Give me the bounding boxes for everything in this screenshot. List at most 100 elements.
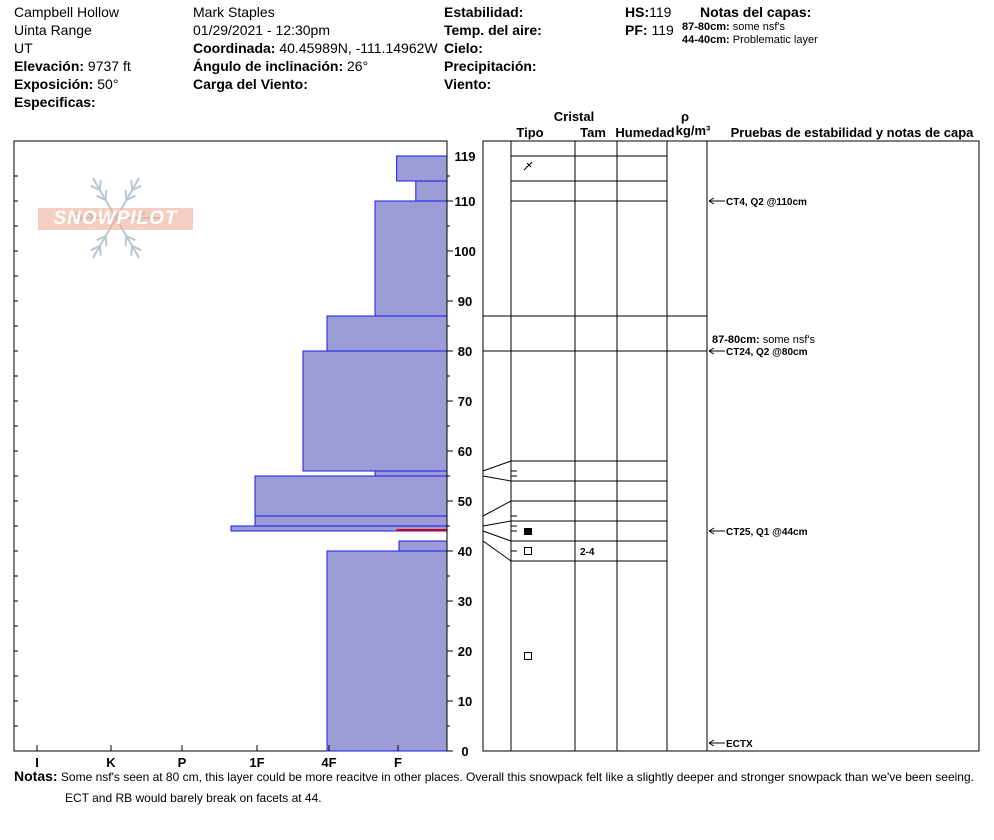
layer-note-range: 87-80cm: xyxy=(682,21,730,33)
logo-text: SNOWPILOT xyxy=(53,208,178,229)
depth-tick-label: 60 xyxy=(458,444,472,459)
snowflake-branch xyxy=(96,194,107,201)
boundary-connector xyxy=(482,500,512,517)
hardness-bar xyxy=(326,550,448,752)
aspect-value: 50° xyxy=(97,76,119,92)
hardness-bar xyxy=(254,475,448,517)
hardness-axis-label: P xyxy=(178,755,187,770)
layer-note-annotation: 87-80cm: some nsf's xyxy=(712,334,815,346)
wind-label: Viento: xyxy=(444,76,492,92)
boundary-connector xyxy=(482,530,512,542)
boundary-connector xyxy=(482,520,512,527)
test-arrow-icon xyxy=(708,347,725,355)
snowflake-branch xyxy=(130,245,134,256)
elevation-label: Elevación: xyxy=(14,58,85,74)
depth-tick-label: 70 xyxy=(458,394,472,409)
size-header: Tam xyxy=(580,125,606,140)
snowflake-branch xyxy=(104,190,108,201)
hardness-axis-label: F xyxy=(394,755,402,770)
stability-test-label: ECTX xyxy=(726,739,753,750)
hardness-bar xyxy=(374,200,448,317)
range-name: Uinta Range xyxy=(14,22,92,38)
moisture-header: Humedad xyxy=(615,125,674,140)
rho-header: ρ xyxy=(681,109,689,124)
boundary-connector xyxy=(482,475,512,482)
hardness-axis-label: 1F xyxy=(249,755,264,770)
snowflake-branch xyxy=(96,235,107,242)
layer-table-frame xyxy=(482,140,980,752)
observer-name: Mark Staples xyxy=(193,4,275,20)
specifics-label: Especificas: xyxy=(14,94,96,110)
tests-header: Pruebas de estabilidad y notas de capa xyxy=(731,125,975,140)
sky-label: Cielo: xyxy=(444,40,483,56)
boundary-connector xyxy=(482,540,512,562)
aspect-label: Exposición: xyxy=(14,76,94,92)
hardness-bar xyxy=(396,155,448,182)
snowflake-branch xyxy=(131,244,142,252)
density-header: kg/m³ xyxy=(676,123,711,138)
hs-label: HS: xyxy=(625,4,650,20)
depth-tick-label: 100 xyxy=(454,244,476,259)
hardness-bar xyxy=(254,515,448,527)
type-header: Tipo xyxy=(516,125,543,140)
pf-label: PF: xyxy=(625,22,648,38)
state-name: UT xyxy=(14,40,33,56)
snowpilot-logo: SNOWPILOT xyxy=(38,208,193,230)
notes-line-1: Some nsf's seen at 80 cm, this layer cou… xyxy=(60,770,974,784)
snowflake-branch xyxy=(90,184,101,192)
hardness-bar xyxy=(326,315,448,352)
elevation-value: 9737 ft xyxy=(87,58,131,74)
layer-notes-block: Notas del capas: 87-80cm: some nsf's 44-… xyxy=(682,3,818,47)
snowflake-branch xyxy=(98,180,102,191)
depth-tick-label: 119 xyxy=(455,149,476,164)
header-left: Campbell Hollow Uinta Range UT Elevación… xyxy=(14,3,131,111)
wind-load-label: Carga del Viento: xyxy=(193,76,308,92)
snowflake-branch xyxy=(130,180,134,191)
location-name: Campbell Hollow xyxy=(14,4,120,20)
depth-tick-label: 110 xyxy=(455,194,476,209)
slope-label: Ángulo de inclinación: xyxy=(193,58,344,74)
stability-test-label: CT4, Q2 @110cm xyxy=(726,197,807,208)
depth-tick-label: 90 xyxy=(458,294,472,309)
layer-note-text: Problematic layer xyxy=(732,34,818,46)
layer-notes-title: Notas del capas: xyxy=(700,4,812,20)
layer-note-range: 44-40cm: xyxy=(682,34,730,46)
stability-label: Estabilidad: xyxy=(444,4,524,20)
test-arrow-icon xyxy=(708,527,725,535)
hardness-bar xyxy=(415,180,448,202)
header-middle: Mark Staples 01/29/2021 - 12:30pm Coordi… xyxy=(193,3,438,93)
depth-tick-label: 0 xyxy=(461,744,468,759)
notes-block: Notas: Some nsf's seen at 80 cm, this la… xyxy=(14,766,989,809)
hardness-axis-label: K xyxy=(106,755,116,770)
notes-line-2: ECT and RB would barely break on facets … xyxy=(65,791,322,805)
stability-test-label: CT24, Q2 @80cm xyxy=(726,347,808,358)
depth-tick-label: 50 xyxy=(458,494,472,509)
layer-note: 87-80cm: some nsf's xyxy=(682,21,818,34)
hardness-axis-label: 4F xyxy=(321,755,336,770)
snowflake-branch xyxy=(90,244,101,252)
depth-tick-label: 10 xyxy=(458,694,472,709)
crystal-size: 2-4 xyxy=(580,547,595,558)
depth-tick-label: 40 xyxy=(458,544,472,559)
snowflake-branch xyxy=(125,235,136,242)
snowflake-branch xyxy=(125,194,136,201)
depth-tick-label: 80 xyxy=(458,344,472,359)
crystal-faceted-icon xyxy=(524,528,532,535)
snowflake-branch xyxy=(98,245,102,256)
hardness-bar xyxy=(398,540,448,552)
snowflake-branch xyxy=(104,235,108,246)
hs-value: 119 xyxy=(649,4,672,20)
boundary-connector xyxy=(482,460,512,472)
test-arrow-icon xyxy=(708,739,725,747)
note-range: 87-80cm: xyxy=(712,334,763,346)
stability-test-label: CT25, Q1 @44cm xyxy=(726,527,808,538)
snowflake-branch xyxy=(124,190,128,201)
coordinate-value: 40.45989N, -111.14962W xyxy=(279,40,438,56)
depth-tick-label: 20 xyxy=(458,644,472,659)
pf-value: 119 xyxy=(651,22,674,38)
crystal-faceted-rounded-icon xyxy=(524,652,532,660)
depth-tick-label: 30 xyxy=(458,594,472,609)
crystal-header: Cristal xyxy=(554,109,594,124)
crystal-faceted-rounded-icon xyxy=(524,547,532,555)
